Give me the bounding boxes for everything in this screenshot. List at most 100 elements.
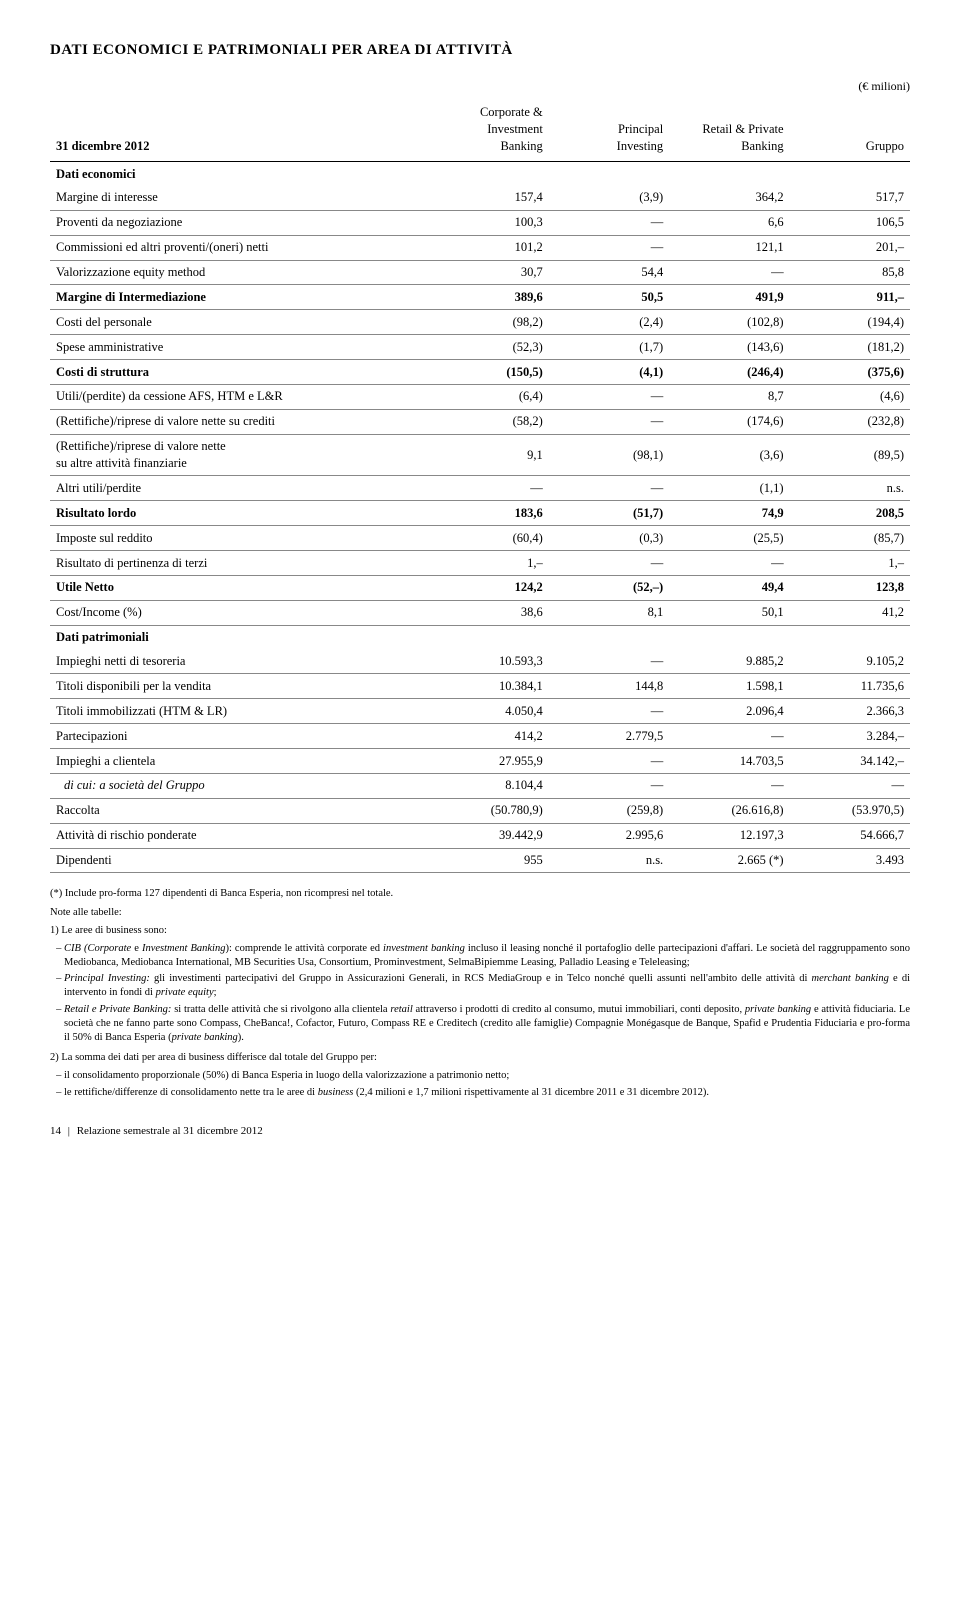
cell-value: 10.593,3 <box>428 650 548 674</box>
table-row: Commissioni ed altri proventi/(oneri) ne… <box>50 235 910 260</box>
cell-value: 10.384,1 <box>428 674 548 699</box>
table-row: Proventi da negoziazione100,3—6,6106,5 <box>50 210 910 235</box>
cell-value: 106,5 <box>790 210 910 235</box>
cell-value: 8.104,4 <box>428 773 548 798</box>
cell-value: 54.666,7 <box>790 823 910 848</box>
cell-value: — <box>549 749 669 774</box>
col-header-1: Corporate & Investment Banking <box>428 100 548 161</box>
table-row: Utili/(perdite) da cessione AFS, HTM e L… <box>50 384 910 409</box>
table-row: (Rettifiche)/riprese di valore nettesu a… <box>50 434 910 476</box>
footnote-item: Retail e Private Banking: si tratta dell… <box>64 1003 910 1046</box>
cell-value: 8,1 <box>549 600 669 625</box>
cell-value: 201,– <box>790 235 910 260</box>
cell-value: (3,9) <box>549 186 669 210</box>
cell-value: (246,4) <box>669 360 789 385</box>
footnote-2-lead: 2) La somma dei dati per area di busines… <box>50 1051 910 1065</box>
row-label: (Rettifiche)/riprese di valore nette su … <box>50 409 428 434</box>
row-label: Utile Netto <box>50 575 428 600</box>
row-label: Dipendenti <box>50 848 428 873</box>
cell-value: 27.955,9 <box>428 749 548 774</box>
cell-value: — <box>669 551 789 576</box>
table-row: Partecipazioni414,22.779,5—3.284,– <box>50 724 910 749</box>
cell-value: (53.970,5) <box>790 798 910 823</box>
cell-value: — <box>428 476 548 501</box>
table-row: Dipendenti955n.s.2.665 (*)3.493 <box>50 848 910 873</box>
footnote-item: il consolidamento proporzionale (50%) di… <box>64 1069 910 1083</box>
cell-value: 49,4 <box>669 575 789 600</box>
cell-value: (3,6) <box>669 434 789 476</box>
row-label: Valorizzazione equity method <box>50 260 428 285</box>
cell-value: 3.493 <box>790 848 910 873</box>
cell-value: (85,7) <box>790 526 910 551</box>
cell-value: 12.197,3 <box>669 823 789 848</box>
col-header-3: Retail & Private Banking <box>669 100 789 161</box>
financial-table: 31 dicembre 2012 Corporate & Investment … <box>50 100 910 873</box>
section-header: Dati economici <box>50 162 910 186</box>
col-header-date: 31 dicembre 2012 <box>50 100 428 161</box>
row-label: Impieghi netti di tesoreria <box>50 650 428 674</box>
table-row: Altri utili/perdite——(1,1)n.s. <box>50 476 910 501</box>
cell-value: 123,8 <box>790 575 910 600</box>
cell-value: (143,6) <box>669 335 789 360</box>
cell-value: 2.665 (*) <box>669 848 789 873</box>
cell-value: (98,1) <box>549 434 669 476</box>
page-number: 14 <box>50 1125 61 1137</box>
cell-value: 6,6 <box>669 210 789 235</box>
cell-value: 30,7 <box>428 260 548 285</box>
table-row: Risultato lordo183,6(51,7)74,9208,5 <box>50 501 910 526</box>
section-label: Dati patrimoniali <box>50 625 910 649</box>
cell-value: 2.779,5 <box>549 724 669 749</box>
cell-value: 121,1 <box>669 235 789 260</box>
cell-value: 14.703,5 <box>669 749 789 774</box>
footnote-item: CIB (Corporate e Investment Banking): co… <box>64 942 910 970</box>
row-label: Costi di struttura <box>50 360 428 385</box>
cell-value: 85,8 <box>790 260 910 285</box>
cell-value: 144,8 <box>549 674 669 699</box>
cell-value: (174,6) <box>669 409 789 434</box>
cell-value: 1,– <box>790 551 910 576</box>
row-label: Spese amministrative <box>50 335 428 360</box>
footnotes: (*) Include pro-forma 127 dipendenti di … <box>50 887 910 1099</box>
cell-value: 34.142,– <box>790 749 910 774</box>
page-footer: 14 | Relazione semestrale al 31 dicembre… <box>50 1124 910 1139</box>
cell-value: 100,3 <box>428 210 548 235</box>
cell-value: 124,2 <box>428 575 548 600</box>
page-title: DATI ECONOMICI E PATRIMONIALI PER AREA D… <box>50 40 910 60</box>
table-row: Titoli disponibili per la vendita10.384,… <box>50 674 910 699</box>
cell-value: (6,4) <box>428 384 548 409</box>
cell-value: (58,2) <box>428 409 548 434</box>
cell-value: (51,7) <box>549 501 669 526</box>
col-header-4: Gruppo <box>790 100 910 161</box>
row-label: Proventi da negoziazione <box>50 210 428 235</box>
row-label: Impieghi a clientela <box>50 749 428 774</box>
cell-value: 3.284,– <box>790 724 910 749</box>
cell-value: (1,7) <box>549 335 669 360</box>
cell-value: 517,7 <box>790 186 910 210</box>
cell-value: 183,6 <box>428 501 548 526</box>
cell-value: (102,8) <box>669 310 789 335</box>
cell-value: — <box>669 773 789 798</box>
cell-value: 11.735,6 <box>790 674 910 699</box>
cell-value: — <box>549 210 669 235</box>
cell-value: n.s. <box>549 848 669 873</box>
cell-value: 364,2 <box>669 186 789 210</box>
cell-value: (2,4) <box>549 310 669 335</box>
cell-value: (0,3) <box>549 526 669 551</box>
row-label: Imposte sul reddito <box>50 526 428 551</box>
cell-value: (26.616,8) <box>669 798 789 823</box>
col-header-2: Principal Investing <box>549 100 669 161</box>
cell-value: 911,– <box>790 285 910 310</box>
cell-value: n.s. <box>790 476 910 501</box>
footnote-1-lead: 1) Le aree di business sono: <box>50 924 910 938</box>
cell-value: 414,2 <box>428 724 548 749</box>
cell-value: 2.366,3 <box>790 699 910 724</box>
cell-value: 157,4 <box>428 186 548 210</box>
row-label: Titoli disponibili per la vendita <box>50 674 428 699</box>
footnote-item: Principal Investing: gli investimenti pa… <box>64 972 910 1000</box>
table-row: Spese amministrative(52,3)(1,7)(143,6)(1… <box>50 335 910 360</box>
cell-value: (50.780,9) <box>428 798 548 823</box>
cell-value: 74,9 <box>669 501 789 526</box>
cell-value: 101,2 <box>428 235 548 260</box>
table-row: di cui: a società del Gruppo8.104,4——— <box>50 773 910 798</box>
cell-value: 9,1 <box>428 434 548 476</box>
